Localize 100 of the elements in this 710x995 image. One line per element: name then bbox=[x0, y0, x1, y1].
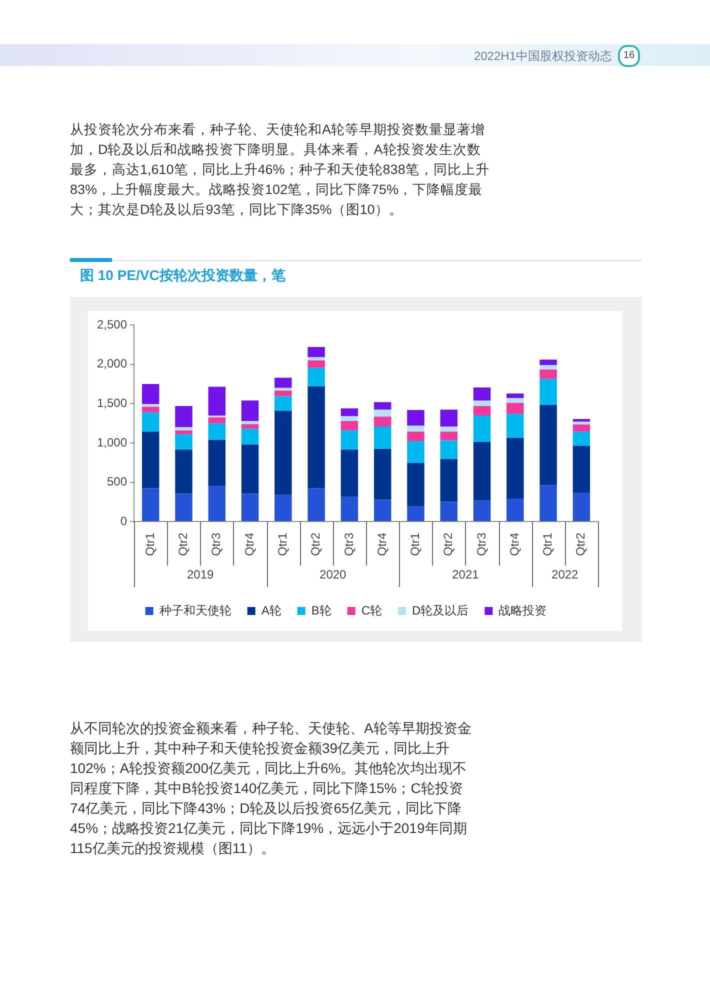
bar bbox=[440, 502, 458, 522]
bar bbox=[572, 432, 590, 446]
text: 16 bbox=[618, 45, 640, 67]
bar bbox=[473, 500, 491, 522]
bar bbox=[572, 419, 590, 422]
bar bbox=[142, 412, 160, 432]
x-tick-label: Qtr1 bbox=[408, 532, 422, 556]
bar bbox=[308, 488, 325, 522]
text: 2021 bbox=[452, 567, 480, 582]
bar bbox=[208, 486, 226, 522]
bar bbox=[340, 420, 358, 430]
bar bbox=[572, 424, 590, 432]
bar bbox=[440, 459, 458, 502]
bar bbox=[473, 406, 491, 416]
bar bbox=[506, 414, 524, 438]
bar bbox=[175, 406, 192, 428]
bar bbox=[175, 450, 192, 494]
legend-label: 种子和天使轮 bbox=[159, 603, 232, 618]
text: 从不同轮次的投资金额来看，种子轮、天使轮、A轮等早期投资金额同比上升，其中种子和天使轮投资金额39亿美元，同比上升102%；A轮投资额200亿美元，同比上升6%。其他轮次均出现不同程度下降，其中B轮投资140亿美元，同比下降15%；C轮投资74亿美元，同比下降43%；D轮及以后投资65亿美元，同比下降45%；战略投资21亿美元，同比下降19%，远远小于2019年同期115亿美元的投资规模（图11）。 bbox=[70, 719, 472, 858]
bar bbox=[440, 426, 458, 432]
bar bbox=[473, 442, 491, 500]
bar bbox=[506, 402, 524, 414]
bar bbox=[540, 485, 557, 522]
bar bbox=[374, 448, 392, 500]
bar bbox=[407, 463, 424, 506]
bar bbox=[374, 416, 392, 426]
bar bbox=[308, 386, 325, 488]
bar bbox=[142, 432, 160, 488]
x-tick-label: Qtr3 bbox=[209, 532, 224, 556]
bar bbox=[308, 360, 325, 368]
bar bbox=[274, 378, 292, 388]
legend-label: 战略投资 bbox=[498, 603, 547, 618]
bar bbox=[440, 432, 458, 440]
bar bbox=[506, 393, 524, 398]
bar bbox=[175, 434, 192, 450]
bar bbox=[540, 404, 557, 486]
bar bbox=[208, 423, 226, 440]
bar bbox=[274, 388, 292, 391]
x-tick-label: Qtr1 bbox=[540, 532, 555, 556]
bar bbox=[407, 432, 424, 442]
x-tick-label: Qtr2 bbox=[441, 532, 456, 556]
bar bbox=[540, 360, 557, 366]
legend-label: A轮 bbox=[261, 603, 282, 618]
bar bbox=[340, 496, 358, 522]
bar bbox=[506, 498, 524, 522]
x-tick-label: Qtr4 bbox=[507, 532, 522, 556]
text: 2022 bbox=[552, 567, 579, 582]
bar bbox=[540, 378, 557, 405]
bar bbox=[407, 426, 424, 432]
bar bbox=[540, 369, 557, 379]
bar bbox=[241, 444, 259, 494]
bar bbox=[473, 400, 491, 406]
bar bbox=[142, 384, 160, 404]
text: 2020 bbox=[320, 567, 347, 582]
text: 从投资轮次分布来看，种子轮、天使轮和A轮等早期投资数量显著增加，D轮及以后和战略投资下降明显。具体来看，A轮投资发生次数最多，高达1,610笔，同比上升46%；种子和天使轮838笔，同比上升83%，上升幅度最大。战略投资102笔，同比下降75%，下降幅度最大；其次是D轮及以后93笔，同比下降35%（图10）。 bbox=[70, 121, 490, 219]
bar bbox=[506, 438, 524, 498]
x-tick-label: Qtr2 bbox=[574, 532, 588, 556]
y-tick-label: 2,500 bbox=[97, 317, 128, 332]
bar bbox=[440, 440, 458, 460]
bar bbox=[374, 402, 392, 410]
bar bbox=[241, 494, 259, 522]
bar bbox=[308, 347, 325, 358]
bar bbox=[175, 427, 192, 430]
y-tick-label: 1,500 bbox=[97, 396, 128, 410]
legend-label: C轮 bbox=[361, 603, 382, 618]
bar bbox=[274, 494, 292, 522]
bar bbox=[175, 430, 192, 434]
y-tick-label: 1,000 bbox=[97, 435, 128, 450]
bar bbox=[473, 388, 491, 401]
bar bbox=[340, 450, 358, 497]
x-tick-label: Qtr2 bbox=[176, 532, 190, 556]
bar bbox=[142, 404, 160, 407]
bar bbox=[374, 410, 392, 417]
bar bbox=[241, 420, 259, 424]
bar bbox=[506, 398, 524, 403]
bar bbox=[340, 430, 358, 450]
chart-title: 图 10 PE/VC按轮次投资数量，笔 bbox=[80, 267, 286, 285]
text: 2019 bbox=[186, 567, 214, 582]
bar bbox=[308, 357, 325, 360]
bar bbox=[407, 410, 424, 426]
bar bbox=[175, 494, 192, 522]
y-tick-label: 500 bbox=[107, 474, 128, 489]
bar bbox=[374, 426, 392, 449]
bar bbox=[274, 396, 292, 411]
bar bbox=[208, 417, 226, 424]
x-tick-label: Qtr2 bbox=[308, 532, 323, 556]
y-tick-label: 0 bbox=[120, 514, 128, 528]
bar bbox=[407, 506, 424, 522]
bar bbox=[340, 408, 358, 416]
bar bbox=[241, 400, 259, 421]
bar bbox=[208, 440, 226, 486]
legend-label: B轮 bbox=[311, 603, 332, 618]
bar bbox=[308, 368, 325, 386]
x-tick-label: Qtr1 bbox=[142, 532, 157, 556]
bar bbox=[374, 500, 392, 522]
bar bbox=[540, 365, 557, 370]
x-tick-label: Qtr3 bbox=[342, 532, 356, 556]
text: 2022H1中国股权投资动态 bbox=[474, 48, 612, 65]
bar bbox=[142, 488, 160, 522]
y-tick-label: 2,000 bbox=[97, 356, 128, 371]
